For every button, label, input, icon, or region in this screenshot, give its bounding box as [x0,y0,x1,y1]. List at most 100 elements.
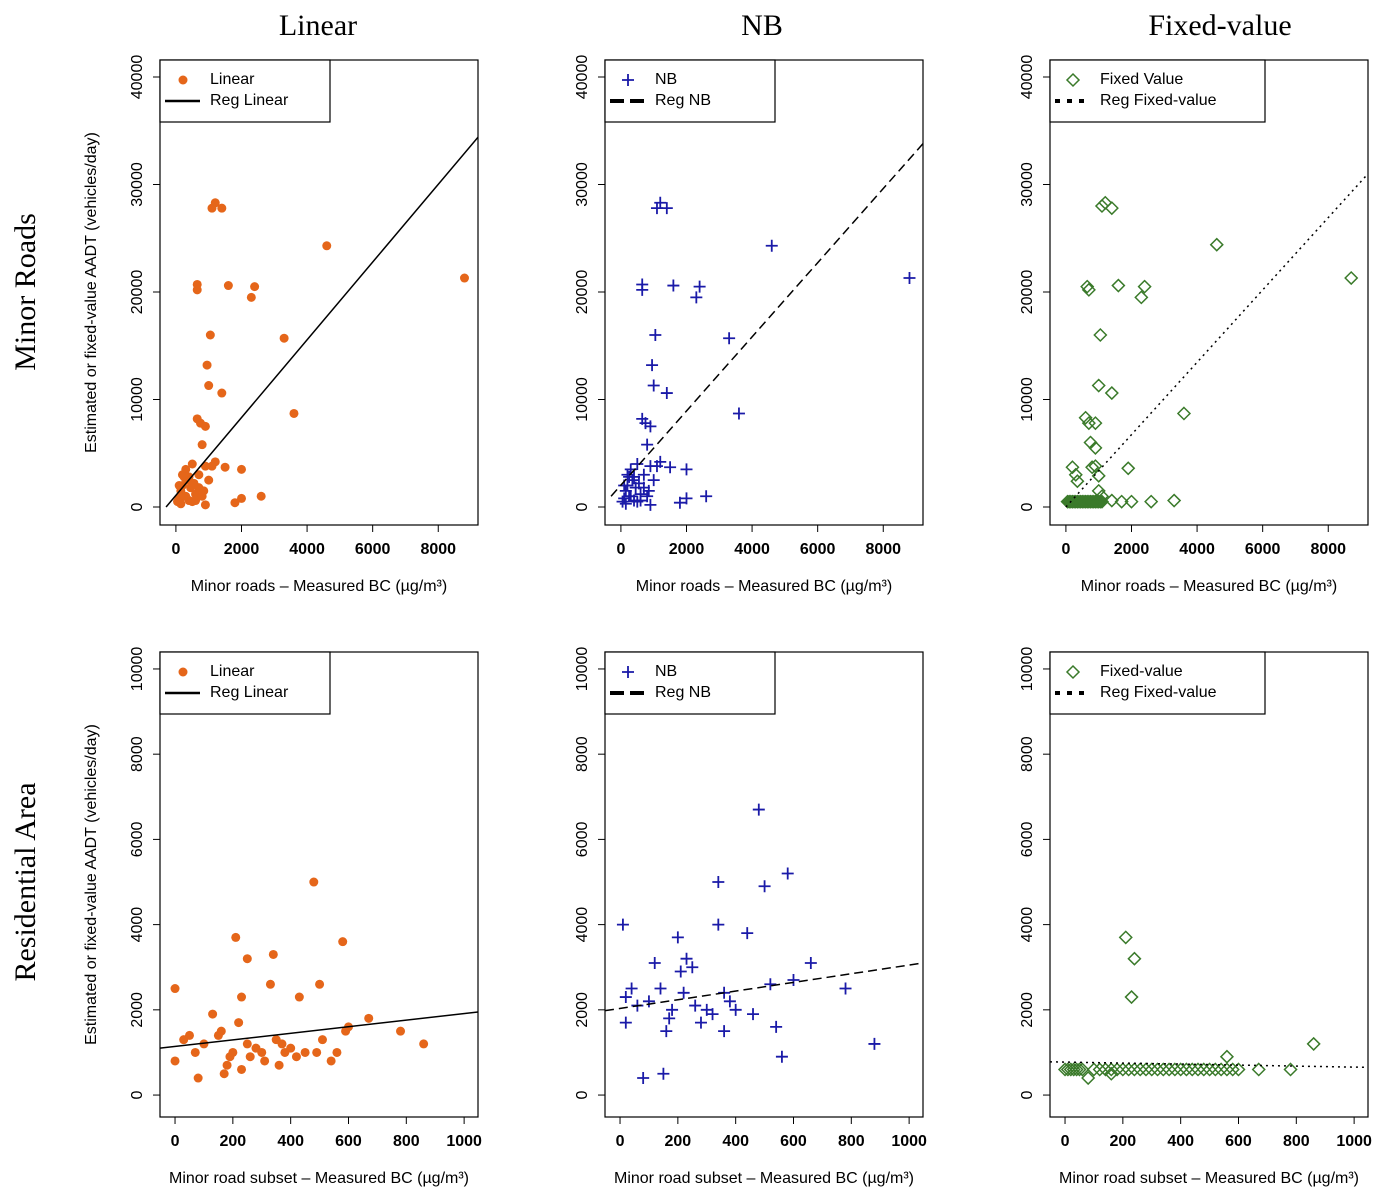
plot-area [1060,173,1368,509]
data-point [260,1056,270,1066]
data-point [644,460,657,473]
plot-area [1050,930,1368,1086]
data-point [1121,461,1136,476]
y-tick-label: 4000 [129,907,146,943]
y-axis-label: Estimated or fixed-value AADT (vehicles/… [83,724,100,1045]
data-point [204,381,214,391]
x-axis-label: Minor road subset – Measured BC (µg/m³) [169,1170,469,1187]
data-point [1110,1062,1125,1077]
data-point [216,1026,226,1036]
data-point [396,1026,406,1036]
data-point [1202,1062,1217,1077]
data-point [729,1003,742,1016]
data-point [781,867,794,880]
x-tick-label: 2000 [669,541,705,558]
data-point [289,408,299,418]
data-point [194,483,204,493]
data-point [623,470,636,483]
y-tick-label: 10000 [574,647,591,692]
data-point [648,956,661,969]
regression-line [605,962,923,1012]
data-point [197,440,207,450]
legend-label: Reg NB [655,684,711,701]
data-point [624,490,637,503]
data-point [903,272,916,285]
data-point [250,282,260,292]
y-tick-label: 10000 [1019,377,1036,422]
data-point [1283,1062,1298,1077]
data-point [1144,1062,1159,1077]
data-point [210,198,220,208]
data-point [1118,930,1133,945]
regression-line [165,136,478,508]
legend-marker [622,666,634,678]
data-point [712,876,725,889]
x-tick-label: 6000 [800,541,836,558]
x-tick-label: 800 [838,1133,865,1150]
data-point [618,492,631,505]
y-tick-label: 40000 [574,55,591,100]
x-tick-label: 0 [171,1133,180,1150]
x-tick-label: 600 [335,1133,362,1150]
x-tick-label: 4000 [1179,541,1215,558]
data-point [723,995,736,1008]
data-point [1085,460,1100,475]
data-point [712,918,725,931]
x-tick-label: 600 [780,1133,807,1150]
legend-marker [1065,72,1081,88]
data-point [192,285,202,295]
data-point [758,880,771,893]
legend-label: NB [655,71,677,88]
data-point [223,281,233,291]
data-point [619,497,632,510]
legend-label: Linear [210,71,255,88]
legend-marker [178,667,188,677]
data-point [694,1016,707,1029]
data-point [286,1043,296,1053]
data-point [621,468,634,481]
x-tick-label: 800 [1283,1133,1310,1150]
data-point [204,475,214,485]
y-tick-label: 2000 [574,992,591,1028]
legend-label: NB [655,663,677,680]
data-point [170,1056,180,1066]
data-point [636,283,649,296]
data-point [1081,282,1096,297]
data-point [202,360,212,370]
x-tick-label: 400 [1167,1133,1194,1150]
data-point [1137,279,1152,294]
data-point [268,949,278,959]
y-tick-label: 40000 [129,55,146,100]
legend-label: Fixed Value [1100,71,1183,88]
data-point [680,952,693,965]
x-tick-label: 8000 [1310,541,1346,558]
data-point [1176,406,1192,421]
data-point [1127,951,1142,966]
y-tick-label: 10000 [129,377,146,422]
data-point [690,291,703,304]
y-tick-label: 0 [574,502,591,511]
data-point [644,498,657,511]
data-point [265,979,275,989]
data-point [625,982,638,995]
data-point [277,1039,287,1049]
data-point [1104,385,1119,401]
data-point [294,992,304,1002]
data-point [181,491,191,501]
data-point [200,500,210,510]
data-point [242,1039,252,1049]
data-point [1124,989,1139,1005]
x-tick-label: 1000 [1336,1133,1372,1150]
data-point [631,495,644,508]
x-tick-label: 200 [219,1133,246,1150]
data-point [649,329,662,342]
y-axis-label: Estimated or fixed-value AADT (vehicles/… [83,132,100,453]
data-point [1115,1062,1130,1077]
data-point [364,1013,374,1023]
x-tick-label: 400 [277,1133,304,1150]
data-point [1111,278,1126,293]
y-tick-label: 20000 [1019,270,1036,315]
x-tick-label: 800 [393,1133,420,1150]
data-point [187,459,197,469]
data-point [1134,290,1149,305]
